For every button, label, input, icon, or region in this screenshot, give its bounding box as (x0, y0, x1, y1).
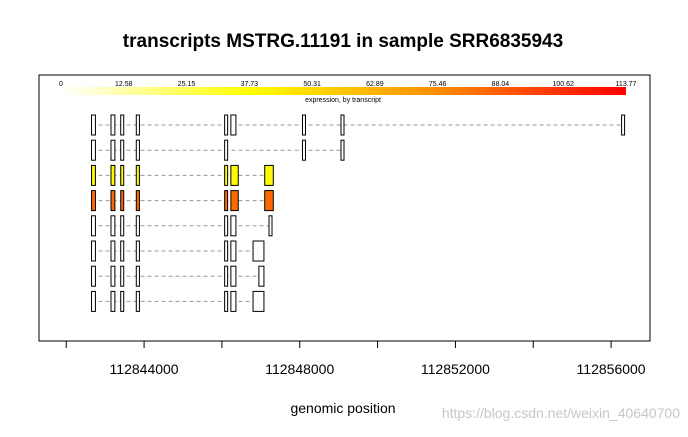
exon-box (91, 139, 96, 161)
exon-box (224, 139, 229, 161)
exon-box (110, 164, 116, 186)
colorbar: 0 12.58 25.15 37.73 50.31 62.89 75.46 88.04 100.… (59, 81, 637, 104)
exon-box (135, 139, 140, 161)
colorbar-tick-label: 88.04 (492, 81, 510, 88)
transcript-row (91, 114, 626, 136)
exon-box (135, 164, 140, 186)
exon-box (120, 240, 125, 262)
exon-box (91, 290, 96, 312)
exon-box (224, 114, 229, 136)
transcript-row (91, 164, 274, 186)
exon-box (224, 164, 229, 186)
exon-box (224, 265, 229, 287)
exon-box (224, 215, 229, 237)
exon-box (110, 265, 116, 287)
exon-box (230, 215, 237, 237)
x-tick-label: 112844000 (110, 361, 179, 377)
exon-box (230, 190, 239, 212)
chart-title: transcripts MSTRG.11191 in sample SRR683… (123, 31, 563, 52)
exon-box (110, 190, 116, 212)
exon-box (120, 190, 125, 212)
exon-box (120, 114, 125, 136)
transcripts-group (91, 114, 626, 312)
transcript-row (91, 265, 265, 287)
exon-box (120, 265, 125, 287)
exon-box (230, 114, 237, 136)
exon-box (110, 290, 116, 312)
transcript-row (91, 290, 265, 312)
exon-box (230, 290, 237, 312)
exon-box (230, 164, 239, 186)
colorbar-gradient (61, 87, 626, 95)
watermark-text: https://blog.csdn.net/weixin_40640700 (442, 405, 680, 421)
transcript-row (91, 139, 345, 161)
exon-box (224, 190, 229, 212)
x-tick-label: 112856000 (577, 361, 646, 377)
colorbar-tick-label: 113.77 (616, 81, 637, 88)
exon-box (230, 265, 237, 287)
exon-box (110, 114, 116, 136)
transcript-row (91, 240, 265, 262)
exon-box (110, 240, 116, 262)
transcript-row (91, 215, 273, 237)
exon-box (120, 215, 125, 237)
exon-box (120, 164, 125, 186)
x-tick-label: 112852000 (421, 361, 490, 377)
x-axis-label: genomic position (290, 400, 395, 416)
exon-box (91, 114, 96, 136)
exon-box (230, 240, 237, 262)
exon-box (224, 290, 229, 312)
exon-box (264, 190, 274, 212)
x-axis: 112844000 112848000 112852000 112856000 (65, 341, 646, 377)
exon-box (110, 215, 116, 237)
exon-box (135, 290, 140, 312)
colorbar-tick-label: 25.15 (178, 81, 196, 88)
exon-box (91, 240, 96, 262)
colorbar-tick-label: 12.58 (115, 81, 133, 88)
exon-box (135, 240, 140, 262)
exon-box (91, 215, 96, 237)
exon-box (120, 139, 125, 161)
plot-frame (38, 74, 651, 342)
exon-box (252, 240, 265, 262)
exon-box (340, 139, 345, 161)
exon-box (91, 265, 96, 287)
colorbar-tick-label: 75.46 (429, 81, 447, 88)
exon-box (135, 190, 140, 212)
colorbar-tick-label: 37.73 (241, 81, 259, 88)
colorbar-tick-label: 0 (59, 81, 63, 88)
exon-box (252, 290, 265, 312)
exon-box (120, 290, 125, 312)
exon-box (91, 190, 96, 212)
colorbar-tick-label: 62.89 (366, 81, 384, 88)
colorbar-label: expression, by transcript (305, 97, 381, 104)
exon-box (135, 265, 140, 287)
exon-box (224, 240, 229, 262)
exon-box (135, 215, 140, 237)
exon-box (340, 114, 345, 136)
exon-box (301, 114, 306, 136)
colorbar-tick-label: 100.62 (553, 81, 575, 88)
exon-box (268, 215, 273, 237)
x-tick-label: 112848000 (265, 361, 334, 377)
exon-box (621, 114, 626, 136)
exon-box (110, 139, 116, 161)
colorbar-tick-label: 50.31 (303, 81, 321, 88)
exon-box (264, 164, 274, 186)
exon-box (91, 164, 96, 186)
exon-box (258, 265, 265, 287)
transcript-row (91, 190, 274, 212)
exon-box (301, 139, 306, 161)
exon-box (135, 114, 140, 136)
